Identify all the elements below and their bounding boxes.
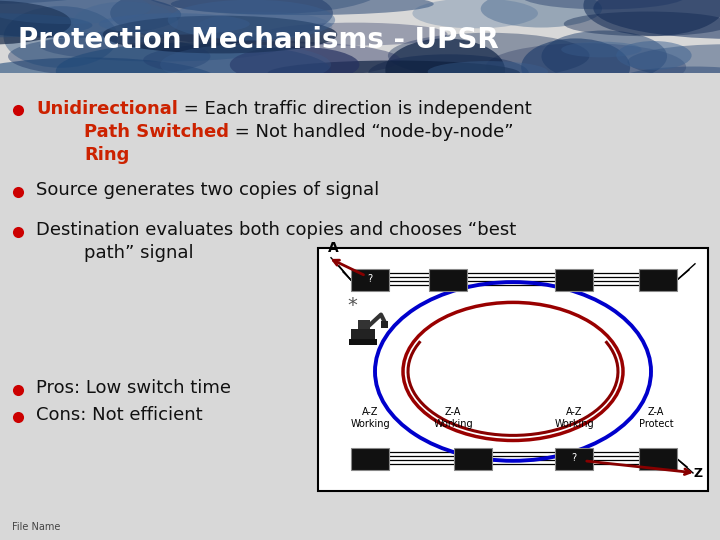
Bar: [358, 320, 370, 329]
Ellipse shape: [485, 43, 686, 91]
Text: Z: Z: [694, 467, 703, 480]
Ellipse shape: [369, 55, 529, 92]
Ellipse shape: [4, 6, 118, 68]
Bar: [351, 269, 389, 291]
Text: Destination evaluates both copies and chooses “best: Destination evaluates both copies and ch…: [36, 221, 516, 239]
Ellipse shape: [521, 0, 686, 9]
Ellipse shape: [56, 43, 331, 100]
Ellipse shape: [160, 44, 331, 85]
Text: = Not handled “node-by-node”: = Not handled “node-by-node”: [229, 123, 513, 141]
Ellipse shape: [0, 0, 181, 38]
Ellipse shape: [428, 61, 548, 82]
Text: Path Switched: Path Switched: [84, 123, 229, 141]
Text: Source generates two copies of signal: Source generates two copies of signal: [36, 181, 379, 199]
Bar: [555, 269, 593, 291]
Ellipse shape: [8, 36, 210, 77]
Text: Z-A
Working: Z-A Working: [433, 407, 473, 429]
Bar: [351, 329, 375, 341]
Ellipse shape: [99, 13, 250, 35]
Ellipse shape: [541, 30, 667, 82]
Ellipse shape: [0, 0, 151, 24]
Ellipse shape: [230, 46, 359, 83]
Ellipse shape: [263, 23, 448, 45]
Ellipse shape: [168, 0, 335, 40]
Bar: [349, 339, 377, 345]
Ellipse shape: [0, 1, 71, 45]
Text: = Each traffic direction is independent: = Each traffic direction is independent: [178, 99, 531, 118]
Ellipse shape: [268, 60, 520, 86]
Text: A-Z
Working: A-Z Working: [350, 407, 390, 429]
Ellipse shape: [616, 41, 692, 70]
Text: path” signal: path” signal: [84, 244, 194, 262]
Ellipse shape: [0, 0, 109, 4]
Ellipse shape: [73, 2, 178, 44]
Ellipse shape: [388, 33, 590, 78]
Text: Pros: Low switch time: Pros: Low switch time: [36, 379, 231, 397]
Ellipse shape: [413, 0, 538, 28]
Ellipse shape: [110, 0, 333, 43]
Bar: [639, 269, 677, 291]
Ellipse shape: [171, 0, 433, 15]
Text: Unidirectional: Unidirectional: [36, 99, 178, 118]
Ellipse shape: [593, 0, 720, 39]
Ellipse shape: [561, 42, 642, 57]
Ellipse shape: [385, 38, 505, 102]
Ellipse shape: [0, 13, 92, 37]
Bar: [454, 448, 492, 470]
Text: Z-A
Protect: Z-A Protect: [639, 407, 673, 429]
Bar: [381, 321, 388, 328]
Ellipse shape: [143, 41, 400, 78]
Text: Cons: Not efficient: Cons: Not efficient: [36, 406, 202, 424]
Bar: [318, 247, 708, 491]
Text: *: *: [347, 296, 357, 315]
Bar: [555, 448, 593, 470]
Ellipse shape: [0, 57, 220, 106]
Bar: [639, 448, 677, 470]
Text: File Name: File Name: [12, 522, 60, 532]
Ellipse shape: [583, 0, 720, 36]
Text: Protection Mechanisms - UPSR: Protection Mechanisms - UPSR: [18, 26, 499, 54]
Text: Ring: Ring: [84, 146, 130, 164]
Ellipse shape: [103, 16, 337, 53]
Text: ?: ?: [367, 274, 372, 284]
Text: A-Z
Working: A-Z Working: [554, 407, 594, 429]
Ellipse shape: [481, 0, 602, 28]
Bar: [351, 448, 389, 470]
Text: A: A: [328, 241, 338, 255]
Ellipse shape: [628, 44, 720, 79]
Bar: [429, 269, 467, 291]
Ellipse shape: [623, 66, 720, 90]
Ellipse shape: [140, 0, 380, 15]
Ellipse shape: [521, 38, 630, 96]
Text: ?: ?: [572, 453, 577, 463]
Ellipse shape: [564, 11, 720, 36]
Ellipse shape: [40, 30, 284, 62]
Ellipse shape: [197, 12, 333, 42]
